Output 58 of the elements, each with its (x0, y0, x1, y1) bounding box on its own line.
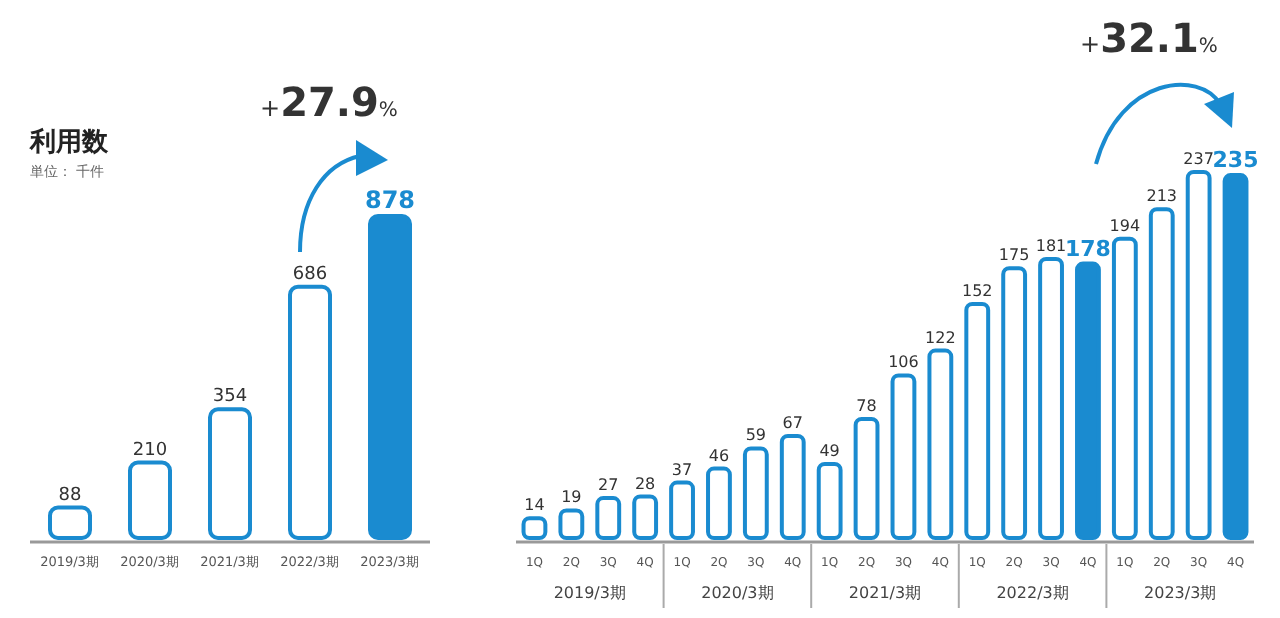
data-label: 27 (598, 476, 619, 495)
bar (890, 373, 917, 540)
bar (816, 461, 843, 540)
bar (669, 480, 695, 540)
bar (1222, 173, 1249, 540)
text: 2022/3期 (996, 584, 1069, 602)
text: 2023/3期 (1144, 584, 1217, 602)
chart-title: 利用数 (28, 126, 110, 158)
text: +32.1% (1080, 14, 1218, 62)
bar (128, 460, 172, 540)
data-label: 19 (561, 488, 582, 507)
data-label: 67 (782, 413, 803, 432)
data-label: 78 (856, 396, 877, 415)
data-label: 237 (1183, 150, 1214, 168)
bar (368, 214, 412, 540)
bar (853, 416, 880, 540)
bar (706, 466, 732, 540)
data-label: 28 (634, 474, 656, 493)
bar (632, 494, 659, 540)
bar (288, 284, 332, 540)
text: +27.9% (260, 78, 398, 126)
bar (208, 407, 252, 540)
bar (742, 446, 769, 540)
bar (521, 516, 548, 540)
data-label: 213 (1146, 187, 1178, 206)
bar (1001, 266, 1028, 540)
data-label: 686 (292, 264, 328, 285)
data-label: 152 (961, 281, 993, 300)
bar (1075, 261, 1101, 540)
bar (558, 508, 585, 540)
bar (779, 433, 806, 540)
bar (1185, 170, 1212, 540)
data-label: 106 (888, 353, 919, 372)
bar (1148, 207, 1175, 540)
data-label: 354 (212, 387, 248, 408)
data-label: 49 (819, 441, 840, 460)
bar (1111, 236, 1138, 540)
text: 2021/3期 (848, 584, 922, 602)
data-label: 210 (132, 440, 168, 461)
bar (48, 505, 92, 540)
data-label: 178 (1064, 235, 1111, 262)
bar (1038, 256, 1064, 540)
bar (595, 496, 622, 540)
text: 2020/3期 (701, 584, 774, 602)
bar (927, 348, 954, 540)
data-label: 14 (524, 496, 545, 515)
data-label: 59 (745, 426, 767, 445)
data-label: 194 (1109, 216, 1141, 235)
data-label: 175 (998, 246, 1030, 265)
data-label: 878 (364, 186, 416, 214)
data-label: 46 (708, 446, 730, 465)
text: 2019/3期 (553, 584, 626, 602)
data-label: 88 (58, 485, 82, 506)
data-label: 181 (1035, 236, 1067, 255)
bar (964, 301, 991, 540)
data-label: 235 (1212, 147, 1259, 174)
data-label: 122 (925, 328, 956, 347)
data-label: 37 (671, 460, 693, 479)
